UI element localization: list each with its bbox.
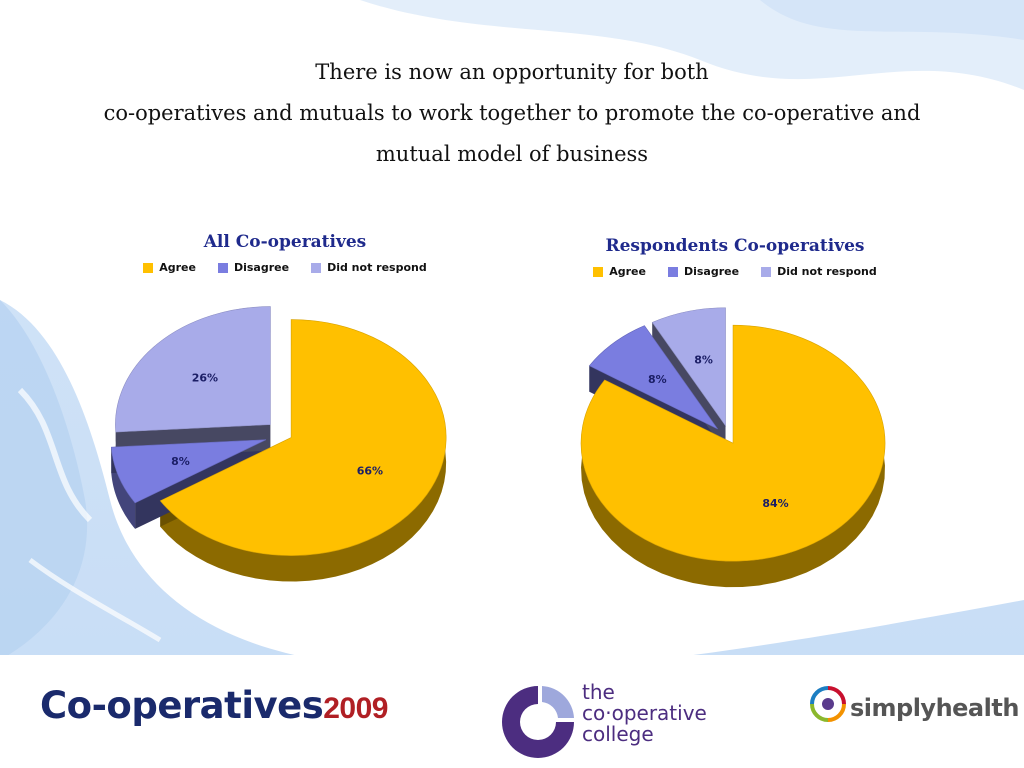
pie-slice-disagree — [110, 439, 267, 504]
simplyhealth-swirl-icon — [810, 686, 846, 722]
legend-item-disagree: Disagree — [217, 261, 290, 274]
legend-swatch-agree — [593, 266, 604, 277]
cooperative-college-logo: the co·operative college — [498, 682, 718, 760]
title-line-2: co-operatives and mutuals to work togeth… — [103, 101, 921, 125]
pie-chart: 84% 8% 8% — [580, 307, 886, 588]
legend-label: Disagree — [683, 265, 740, 278]
pie-slice-wall — [111, 447, 136, 529]
pie-slice-did-not-respond — [651, 307, 726, 427]
chart-title: All Co-operatives — [203, 232, 367, 252]
legend-swatch-disagree — [667, 266, 678, 277]
simplyhealth-logo: simplyhealth — [808, 684, 1019, 734]
pie-slice-disagree — [588, 325, 718, 430]
data-label: 8% — [648, 373, 667, 386]
legend-swatch-agree — [143, 262, 154, 273]
legend-item-no-response: Did not respond — [311, 261, 427, 274]
pie-slice-did-not-respond — [115, 306, 271, 433]
pie-slice-agree — [159, 319, 447, 556]
legend-item-no-response: Did not respond — [761, 265, 877, 278]
chart-title: Respondents Co-operatives — [605, 236, 865, 256]
title-line-1: There is now an opportunity for both — [315, 60, 709, 84]
logo-year: 2009 — [323, 692, 388, 725]
college-line: the — [582, 680, 615, 704]
legend-item-agree: Agree — [593, 265, 646, 278]
legend-label: Agree — [159, 261, 196, 274]
title-line-3: mutual model of business — [375, 142, 649, 166]
legend-label: Agree — [609, 265, 646, 278]
slide-title: There is now an opportunity for both co-… — [60, 52, 964, 175]
legend-swatch-disagree — [217, 262, 228, 273]
chart-respondents-cooperatives: Respondents Co-operatives Agree Disagree… — [575, 234, 895, 594]
legend-item-disagree: Disagree — [667, 265, 740, 278]
college-line: college — [582, 722, 654, 746]
footer-logos: Co-operatives2009 the co·operative colle… — [0, 660, 1024, 768]
pie-slice-agree — [580, 324, 886, 562]
legend-label: Did not respond — [777, 265, 877, 278]
data-label: 8% — [694, 353, 713, 366]
chart-legend: Agree Disagree Did not respond — [110, 261, 460, 274]
data-label: 8% — [171, 455, 190, 468]
legend-swatch-no-response — [761, 266, 772, 277]
logo-text: Co-operatives — [40, 684, 324, 727]
college-line: co·operative — [582, 701, 707, 725]
college-emblem-icon — [502, 686, 574, 758]
simplyhealth-text: simplyhealth — [850, 694, 1019, 722]
legend-label: Did not respond — [327, 261, 427, 274]
data-label: 26% — [192, 372, 218, 385]
legend-item-agree: Agree — [143, 261, 196, 274]
chart-legend: Agree Disagree Did not respond — [575, 265, 895, 278]
pie-chart: 66% 8% 26% — [110, 306, 447, 582]
data-label: 84% — [762, 497, 788, 510]
co-operatives-2009-logo: Co-operatives2009 — [40, 684, 388, 727]
data-label: 66% — [357, 465, 383, 478]
legend-swatch-no-response — [311, 262, 322, 273]
legend-label: Disagree — [233, 261, 290, 274]
chart-all-cooperatives: All Co-operatives Agree Disagree Did not… — [110, 230, 460, 590]
